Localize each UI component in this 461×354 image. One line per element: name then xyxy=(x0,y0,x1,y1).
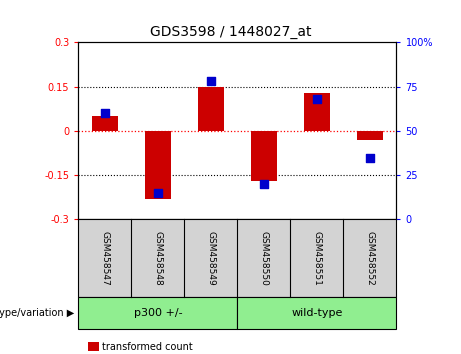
Text: GSM458550: GSM458550 xyxy=(260,231,268,286)
Text: GSM458552: GSM458552 xyxy=(366,231,374,286)
Text: GSM458547: GSM458547 xyxy=(100,231,109,286)
Point xyxy=(366,155,373,160)
Bar xyxy=(304,93,330,131)
Point xyxy=(260,181,267,187)
Point xyxy=(154,190,162,196)
Text: transformed count: transformed count xyxy=(102,342,193,352)
Bar xyxy=(145,131,171,199)
Bar xyxy=(198,87,224,131)
Text: wild-type: wild-type xyxy=(291,308,343,318)
Text: GSM458548: GSM458548 xyxy=(154,231,162,286)
Bar xyxy=(357,131,383,140)
Point xyxy=(207,79,214,84)
Point xyxy=(101,110,109,116)
Bar xyxy=(92,116,118,131)
Text: GDS3598 / 1448027_at: GDS3598 / 1448027_at xyxy=(150,25,311,39)
Text: GSM458551: GSM458551 xyxy=(313,231,321,286)
Text: GSM458549: GSM458549 xyxy=(207,231,215,286)
Point xyxy=(313,96,320,102)
Text: p300 +/-: p300 +/- xyxy=(134,308,182,318)
Text: genotype/variation ▶: genotype/variation ▶ xyxy=(0,308,74,318)
Bar xyxy=(251,131,277,181)
